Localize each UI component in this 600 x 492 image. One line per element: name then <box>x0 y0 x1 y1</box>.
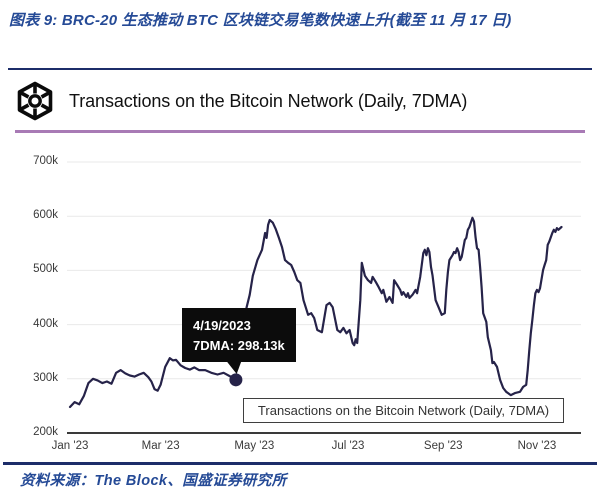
y-axis-tick-label: 500k <box>33 263 58 276</box>
x-axis-tick-label: Nov '23 <box>517 440 557 452</box>
the-block-logo-icon <box>17 81 53 121</box>
y-axis-tick-label: 400k <box>33 317 58 330</box>
chart-plot-area[interactable] <box>62 145 584 437</box>
x-axis-tick-label: Sep '23 <box>423 440 463 452</box>
y-axis-tick-label: 700k <box>33 155 58 167</box>
y-axis-tick-label: 600k <box>33 209 58 222</box>
chart-title: Transactions on the Bitcoin Network (Dai… <box>69 91 468 111</box>
x-axis-tick-label: Jul '23 <box>331 440 365 452</box>
y-axis-tick-label: 300k <box>33 371 58 384</box>
chart-legend: Transactions on the Bitcoin Network (Dai… <box>243 398 564 423</box>
source-divider <box>3 462 597 465</box>
source-line: 资料来源：The Block、国盛证券研究所 <box>20 473 287 489</box>
header-purple-divider <box>15 130 585 133</box>
tooltip-date: 4/19/2023 <box>193 318 251 333</box>
x-axis-tick-label: May '23 <box>234 440 275 452</box>
caption-divider <box>8 68 592 70</box>
figure-caption: 图表 9: BRC-20 生态推动 BTC 区块链交易笔数快速上升(截至 11 … <box>9 12 512 29</box>
y-axis-tick-label: 200k <box>33 426 58 438</box>
tooltip-value: 7DMA: 298.13k <box>193 337 285 353</box>
x-axis-tick-label: Mar '23 <box>141 440 180 452</box>
chart-tooltip: 4/19/2023 7DMA: 298.13k <box>182 308 296 362</box>
x-axis-tick-label: Jan '23 <box>51 440 89 452</box>
